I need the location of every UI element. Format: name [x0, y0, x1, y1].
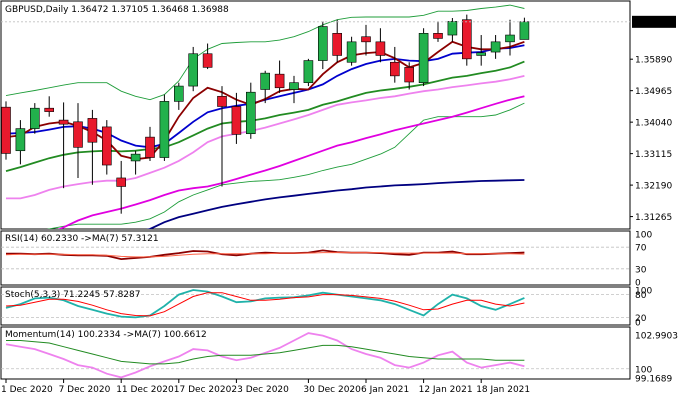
candle-bull	[29, 107, 40, 129]
candle-bull	[15, 128, 26, 152]
oscillator-pane-2	[1, 289, 630, 319]
candle-bear	[44, 107, 55, 112]
bollinger-lower-line	[46, 102, 525, 229]
oscillator-tick-label: 30	[635, 265, 647, 275]
ma-navy-line	[146, 179, 525, 229]
price-tick-label: 1.34965	[635, 87, 672, 97]
candle-bear	[58, 119, 69, 125]
candle-bull	[130, 153, 141, 162]
oscillator-title: Momentum(14) 100.2334 ->MA(7) 100.6612	[5, 330, 207, 340]
candle-bear	[87, 118, 98, 143]
price-tick-label: 1.33115	[635, 150, 672, 160]
oscillator-pane-1	[1, 246, 630, 270]
candle-bear	[73, 121, 83, 148]
price-pane-title: GBPUSD,Daily 1.36472 1.37105 1.36468 1.3…	[5, 5, 229, 15]
candle-bear	[375, 41, 386, 56]
candle-bear	[361, 36, 371, 43]
oscillator-series-1	[6, 340, 525, 365]
oscillator-tick-label: 0	[635, 319, 641, 329]
date-label: 17 Dec 2020	[174, 385, 232, 395]
candle-bull	[174, 85, 184, 102]
date-label: 30 Dec 2020	[303, 385, 361, 395]
oscillator-tick-label: 20	[635, 314, 647, 324]
oscillator-pane-3	[1, 332, 630, 379]
oscillator-tick-label: 102.9903	[635, 332, 678, 342]
candle-bear	[145, 136, 155, 158]
candle-bear	[202, 53, 213, 68]
oscillator-tick-label: 99.1689	[635, 375, 672, 385]
candle-bear	[389, 61, 400, 77]
candle-bull	[317, 26, 328, 61]
candle-bull	[289, 82, 299, 90]
candle-bear	[1, 106, 11, 154]
candle-bear	[404, 67, 415, 83]
oscillator-tick-label: 100	[635, 231, 652, 241]
candle-bull	[260, 72, 271, 90]
oscillator-tick-label: 70	[635, 244, 647, 254]
candle-bull	[159, 101, 170, 158]
price-tick-label: 1.31265	[635, 213, 672, 223]
candle-bull	[447, 21, 458, 36]
oscillator-series-1	[5, 292, 525, 317]
oscillator-title: Stoch(5,3,3) 71.2245 57.8287	[5, 290, 140, 300]
price-tick-label: 1.35890	[635, 56, 672, 66]
oscillator-series-0	[5, 332, 525, 379]
candle-bull	[246, 91, 256, 135]
pane-frame-3	[0, 326, 631, 380]
date-label: 11 Dec 2020	[116, 385, 174, 395]
oscillator-series-1	[5, 252, 525, 258]
bollinger-upper-line	[5, 4, 525, 101]
oscillator-tick-label: 100	[635, 287, 652, 297]
oscillator-tick-label: 80	[635, 291, 647, 301]
candle-bear	[231, 106, 242, 135]
candle-bear	[217, 95, 227, 107]
oscillator-tick-label: 0	[635, 279, 641, 289]
date-label: 18 Jan 2021	[476, 385, 530, 395]
candle-bull	[490, 41, 501, 53]
candle-bear	[102, 126, 112, 166]
candle-bull	[303, 60, 314, 83]
candle-bull	[519, 21, 530, 40]
date-label: 7 Dec 2020	[59, 385, 111, 395]
last-price-label-bg	[632, 15, 676, 28]
candle-bear	[116, 177, 126, 187]
oscillator-series-0	[5, 289, 525, 319]
date-label: 1 Dec 2020	[1, 385, 53, 395]
date-label: 23 Dec 2020	[231, 385, 289, 395]
pane-frame-2	[0, 286, 631, 326]
date-label: 12 Jan 2021	[419, 385, 473, 395]
last-price-label: 1.36988	[635, 18, 672, 28]
candle-bull	[188, 53, 198, 87]
date-label: 6 Jan 2021	[361, 385, 409, 395]
candle-bear	[433, 33, 443, 39]
pane-frame-0	[0, 0, 631, 230]
candle-bear	[461, 19, 472, 60]
ma-magenta-line	[57, 95, 525, 229]
pane-frame-1	[0, 230, 631, 286]
candle-bull	[418, 33, 429, 83]
candle-bull	[505, 34, 515, 43]
candle-bear	[332, 33, 343, 56]
price-pane	[1, 4, 530, 229]
oscillator-title: RSI(14) 60.2330 ->MA(7) 57.3121	[5, 234, 159, 244]
candle-bull	[476, 52, 487, 56]
price-tick-label: 1.32190	[635, 182, 672, 192]
candle-bull	[346, 41, 357, 63]
oscillator-tick-label: 100	[635, 365, 652, 375]
price-tick-label: 1.34040	[635, 119, 672, 129]
candle-bear	[274, 73, 285, 89]
